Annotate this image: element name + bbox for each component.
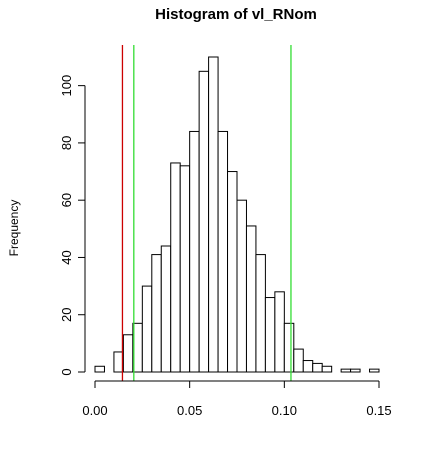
y-axis: 0 20 40 60 80 100 [59, 75, 86, 376]
histogram-bar [264, 297, 276, 373]
x-tick-label: 0.10 [272, 403, 297, 418]
histogram-bar [170, 162, 181, 373]
histogram-bar [293, 348, 304, 373]
histogram-bar [217, 130, 229, 373]
histogram-bar [312, 362, 323, 373]
histogram-bar [302, 360, 314, 373]
histogram-bar [122, 334, 134, 373]
reference-lines [121, 45, 292, 381]
histogram-bar [151, 254, 162, 373]
x-axis: 0.00 0.05 0.10 0.15 [82, 380, 392, 418]
y-tick-label: 80 [59, 136, 74, 150]
histogram-bar [236, 199, 247, 373]
histogram-bar [189, 130, 200, 373]
y-tick-label: 60 [59, 193, 74, 207]
y-tick-label: 40 [59, 250, 74, 264]
histogram-bar [160, 245, 172, 373]
histogram-bar [350, 368, 361, 373]
x-tick-label: 0.05 [177, 403, 202, 418]
histogram-bar [179, 165, 191, 373]
histogram-bar [208, 56, 219, 373]
y-tick-label: 100 [59, 75, 74, 97]
histogram-bar [274, 291, 285, 373]
y-axis-label: Frequency [7, 200, 21, 257]
histogram-bar [283, 322, 295, 373]
histogram-bar [141, 285, 153, 373]
histogram-bar [321, 365, 333, 373]
histogram-bar [245, 225, 257, 373]
histogram-bar [198, 70, 210, 373]
histogram-bars [94, 56, 380, 373]
histogram-bar [369, 368, 380, 373]
y-tick-label: 20 [59, 307, 74, 321]
histogram-bar [255, 254, 266, 373]
x-tick-label: 0.00 [82, 403, 107, 418]
histogram-bar [340, 368, 352, 373]
histogram-bar [227, 171, 238, 373]
x-tick-label: 0.15 [366, 403, 391, 418]
histogram-bar [94, 365, 105, 373]
y-tick-label: 0 [59, 368, 74, 375]
chart-title: Histogram of vl_RNom [155, 6, 317, 23]
